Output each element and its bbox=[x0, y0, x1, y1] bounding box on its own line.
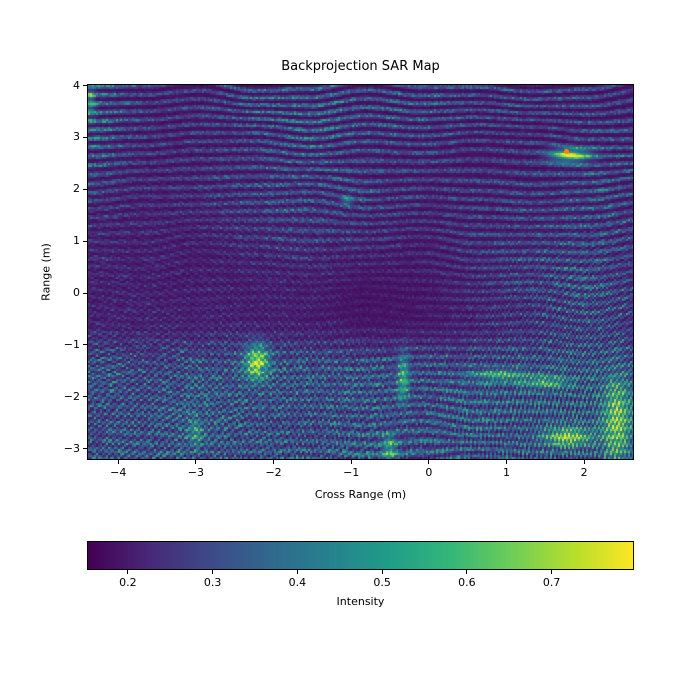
colorbar-tick-label: 0.4 bbox=[288, 576, 307, 589]
x-tick-mark bbox=[117, 460, 119, 464]
target-marker-blue-dot bbox=[260, 366, 266, 372]
y-tick-label: 4 bbox=[73, 78, 80, 92]
y-tick-mark bbox=[83, 188, 87, 190]
y-tick-label: −2 bbox=[63, 389, 80, 403]
y-tick-mark bbox=[83, 448, 87, 450]
x-tick-label: −1 bbox=[343, 466, 360, 479]
colorbar-tick-mark bbox=[551, 570, 553, 574]
colorbar bbox=[87, 541, 634, 570]
x-tick-mark bbox=[195, 460, 197, 464]
sar-heatmap-canvas bbox=[88, 85, 633, 459]
x-tick-label: −2 bbox=[265, 466, 282, 479]
colorbar-gradient-canvas bbox=[88, 542, 633, 569]
x-tick-label: 2 bbox=[580, 466, 588, 479]
colorbar-tick-mark bbox=[127, 570, 129, 574]
colorbar-label: Intensity bbox=[336, 595, 385, 608]
colorbar-tick-mark bbox=[212, 570, 214, 574]
x-tick-mark bbox=[583, 460, 585, 464]
colorbar-tick-mark bbox=[466, 570, 468, 574]
x-tick-label: −3 bbox=[187, 466, 205, 479]
x-tick-mark bbox=[428, 460, 430, 464]
y-tick-mark bbox=[83, 344, 87, 346]
y-tick-mark bbox=[83, 85, 87, 87]
sar-map-plot-area bbox=[87, 84, 634, 460]
colorbar-tick-label: 0.2 bbox=[119, 576, 137, 589]
y-axis-label: Range (m) bbox=[39, 243, 53, 301]
y-tick-label: −3 bbox=[63, 441, 80, 455]
y-tick-mark bbox=[83, 292, 87, 294]
y-tick-label: 2 bbox=[73, 182, 80, 196]
y-tick-mark bbox=[83, 136, 87, 138]
colorbar-tick-label: 0.7 bbox=[542, 576, 561, 589]
y-tick-label: 0 bbox=[73, 286, 80, 299]
y-tick-label: −1 bbox=[63, 337, 80, 351]
y-tick-label: 3 bbox=[73, 130, 80, 144]
target-marker-orange-dot bbox=[563, 149, 569, 155]
x-tick-label: −4 bbox=[110, 466, 127, 479]
x-tick-mark bbox=[273, 460, 275, 464]
plot-title: Backprojection SAR Map bbox=[281, 59, 440, 74]
x-axis-label: Cross Range (m) bbox=[314, 488, 407, 501]
x-tick-label: 1 bbox=[502, 466, 510, 479]
x-tick-label: 0 bbox=[425, 466, 433, 479]
y-tick-mark bbox=[83, 240, 87, 242]
y-tick-label: 1 bbox=[73, 234, 80, 248]
x-tick-mark bbox=[505, 460, 507, 464]
y-tick-mark bbox=[83, 396, 87, 398]
colorbar-tick-label: 0.5 bbox=[373, 576, 391, 589]
colorbar-tick-label: 0.3 bbox=[203, 576, 222, 589]
x-tick-mark bbox=[350, 460, 352, 464]
colorbar-tick-label: 0.6 bbox=[458, 576, 476, 589]
colorbar-tick-mark bbox=[381, 570, 383, 574]
colorbar-tick-mark bbox=[296, 570, 298, 574]
